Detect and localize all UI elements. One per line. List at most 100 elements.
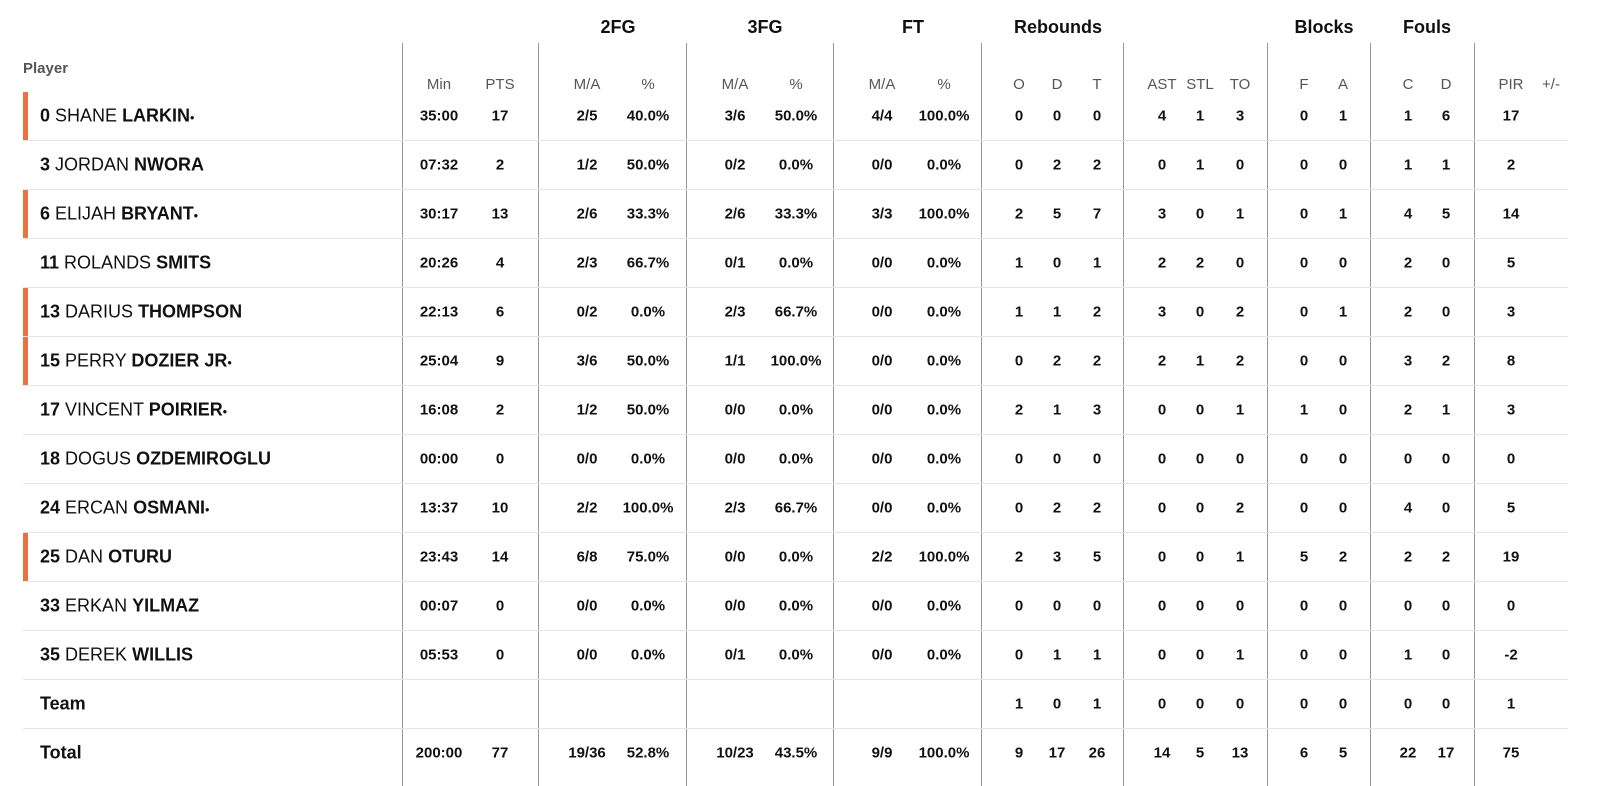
- stat-cell: 0: [1299, 352, 1309, 370]
- stat-cell: 5: [1506, 254, 1516, 272]
- stat-cell: 1: [1441, 156, 1451, 174]
- player-last-name[interactable]: OSMANI: [133, 497, 206, 518]
- starter-indicator: [23, 288, 28, 336]
- stat-cell: 0: [1014, 450, 1024, 468]
- stat-cell: 0: [1235, 695, 1245, 713]
- column-separator: [1370, 43, 1371, 786]
- row-divider: [23, 238, 1568, 239]
- stat-cell: 0/0: [724, 401, 746, 419]
- stat-cell: 17: [1437, 744, 1455, 762]
- player-name-cell: 35 DEREK WILLIS: [40, 645, 193, 666]
- stat-cell: 0: [1157, 401, 1167, 419]
- stat-cell: 0: [1299, 597, 1309, 615]
- stat-cell: 66.7%: [626, 254, 670, 272]
- stat-cell: 0: [1157, 450, 1167, 468]
- player-name-cell: 33 ERKAN YILMAZ: [40, 596, 199, 617]
- stat-cell: 0.0%: [926, 401, 962, 419]
- player-number: 33: [40, 595, 61, 616]
- stat-cell: 0.0%: [926, 597, 962, 615]
- group-header-blocks: Blocks: [1294, 17, 1354, 37]
- row-divider: [23, 630, 1568, 631]
- stat-cell: 1: [1195, 352, 1205, 370]
- stat-cell: 1: [1235, 646, 1245, 664]
- stat-cell: 2/2: [576, 499, 598, 517]
- stat-cell: 1: [1403, 646, 1413, 664]
- stat-cell: 0: [1014, 597, 1024, 615]
- stat-cell: 2: [495, 156, 505, 174]
- stat-cell: 0.0%: [926, 352, 962, 370]
- stat-cell: 2: [1052, 156, 1062, 174]
- player-last-name[interactable]: POIRIER: [148, 399, 223, 420]
- player-last-name[interactable]: THOMPSON: [138, 301, 243, 322]
- stat-cell: 2/3: [576, 254, 598, 272]
- player-number: 13: [40, 301, 61, 322]
- player-last-name[interactable]: BRYANT: [121, 203, 194, 224]
- stat-cell: 0: [495, 597, 505, 615]
- row-divider: [23, 581, 1568, 582]
- stat-cell: 2/6: [576, 205, 598, 223]
- player-last-name[interactable]: OZDEMIROGLU: [136, 448, 272, 469]
- stat-cell: 35:00: [419, 107, 459, 125]
- stat-cell: 0: [1338, 352, 1348, 370]
- stat-cell: 0: [1195, 597, 1205, 615]
- stat-cell: 9: [1014, 744, 1024, 762]
- stat-cell: 4/4: [871, 107, 893, 125]
- stat-cell: 1: [1235, 401, 1245, 419]
- stat-cell: 13: [1231, 744, 1249, 762]
- stat-cell: 100.0%: [770, 352, 822, 370]
- stat-cell: 7: [1092, 205, 1102, 223]
- stat-cell: 2/3: [724, 499, 746, 517]
- stat-cell: 6: [1299, 744, 1309, 762]
- stat-cell: 2: [1092, 156, 1102, 174]
- player-number: 0: [40, 105, 51, 126]
- stat-cell: 0: [1506, 597, 1516, 615]
- stat-cell: 6: [1441, 107, 1451, 125]
- column-header: Min: [426, 76, 452, 93]
- column-header: +/-: [1542, 76, 1560, 93]
- stat-cell: 1: [1338, 107, 1348, 125]
- stat-cell: 0.0%: [630, 646, 666, 664]
- stat-cell: 0: [1014, 156, 1024, 174]
- stat-cell: 5: [1195, 744, 1205, 762]
- stat-cell: 0: [1299, 450, 1309, 468]
- stat-cell: 0: [1338, 401, 1348, 419]
- stat-cell: 40.0%: [626, 107, 670, 125]
- stat-cell: 9/9: [871, 744, 893, 762]
- stat-cell: 14: [1153, 744, 1171, 762]
- stat-cell: 3: [1506, 303, 1516, 321]
- stat-cell: 0.0%: [630, 450, 666, 468]
- column-header: C: [1402, 76, 1414, 93]
- stat-cell: 2: [1157, 254, 1167, 272]
- player-last-name[interactable]: SMITS: [156, 252, 212, 273]
- stat-cell: 0: [495, 450, 505, 468]
- stat-cell: 0: [1092, 597, 1102, 615]
- column-separator: [402, 43, 403, 786]
- stat-cell: 1: [1014, 695, 1024, 713]
- player-first-name: DEREK: [65, 644, 133, 665]
- column-header: M/A: [573, 76, 601, 93]
- stat-cell: 2: [1092, 303, 1102, 321]
- player-last-name[interactable]: OTURU: [108, 546, 173, 567]
- stat-cell: 50.0%: [626, 401, 670, 419]
- player-number: 15: [40, 350, 61, 371]
- player-last-name[interactable]: LARKIN: [122, 105, 191, 126]
- starter-indicator: [23, 337, 28, 385]
- player-last-name[interactable]: WILLIS: [132, 644, 194, 665]
- stat-cell: 0: [1403, 597, 1413, 615]
- player-number: 11: [40, 252, 60, 273]
- stat-cell: 1: [1441, 401, 1451, 419]
- player-last-name[interactable]: DOZIER JR: [131, 350, 228, 371]
- stat-cell: 0: [1338, 646, 1348, 664]
- stat-cell: 3: [1403, 352, 1413, 370]
- stat-cell: 0: [1441, 695, 1451, 713]
- column-header: %: [641, 76, 655, 93]
- player-last-name[interactable]: NWORA: [134, 154, 205, 175]
- column-header: TO: [1229, 76, 1251, 93]
- stat-cell: 00:00: [419, 450, 459, 468]
- stat-cell: 0: [495, 646, 505, 664]
- column-header: O: [1013, 76, 1025, 93]
- stat-cell: 0.0%: [926, 156, 962, 174]
- player-last-name[interactable]: YILMAZ: [132, 595, 200, 616]
- group-header-3fg: 3FG: [747, 17, 783, 37]
- stat-cell: 0: [1338, 156, 1348, 174]
